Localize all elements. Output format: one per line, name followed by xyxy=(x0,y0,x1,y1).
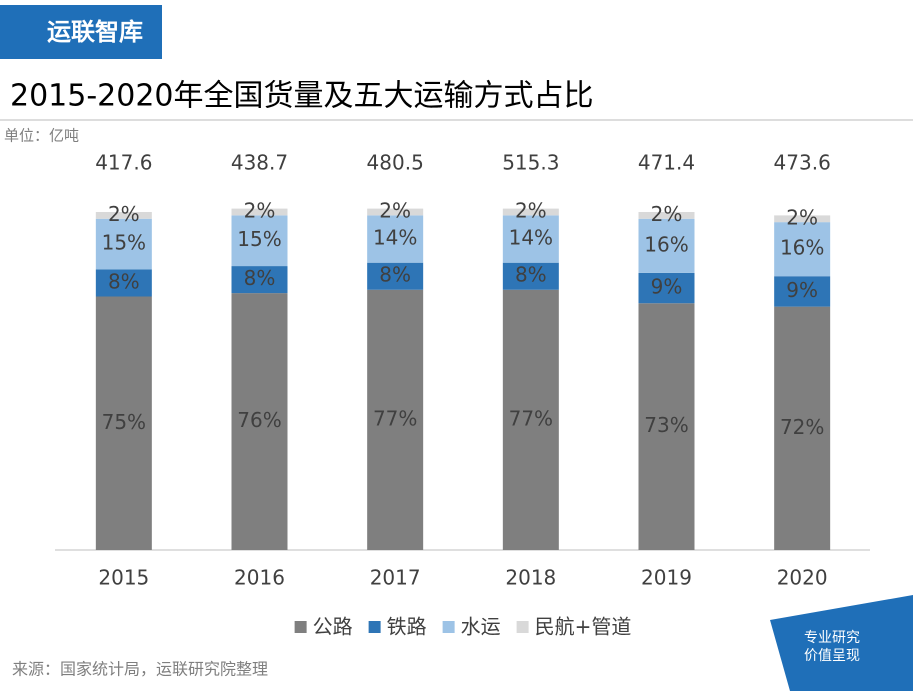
legend-label: 水运 xyxy=(461,615,501,639)
value-label: 8% xyxy=(379,263,411,287)
bar-segment xyxy=(774,222,831,277)
value-label: 77% xyxy=(373,406,417,430)
bar-segment xyxy=(638,212,695,219)
value-label: 15% xyxy=(237,227,281,251)
bar-segment xyxy=(231,215,288,267)
value-label: 2% xyxy=(515,199,547,223)
bar-segment xyxy=(502,215,559,263)
badge-text: 价值呈现 xyxy=(804,648,860,664)
x-tick-label: 2017 xyxy=(370,566,421,590)
value-label: 8% xyxy=(108,269,140,293)
value-label: 73% xyxy=(644,413,688,437)
bar-segment xyxy=(638,272,695,304)
logo-text: 运联智库 xyxy=(47,18,143,46)
bar-segment xyxy=(231,266,288,294)
total-label: 473.6 xyxy=(774,151,831,175)
bar-segment xyxy=(367,208,424,216)
source: 来源：国家统计局，运联研究院整理 xyxy=(12,660,268,679)
bar-segment xyxy=(367,262,424,290)
total-label: 417.6 xyxy=(95,151,152,175)
total-label: 480.5 xyxy=(367,151,424,175)
bar-segment xyxy=(638,303,695,550)
bar-segment xyxy=(95,218,152,270)
legend-label: 铁路 xyxy=(387,615,427,639)
bar-segment xyxy=(502,289,559,550)
bar-segment xyxy=(367,289,424,550)
value-label: 72% xyxy=(780,415,824,439)
value-label: 14% xyxy=(373,226,417,250)
x-tick-label: 2019 xyxy=(641,566,692,590)
bar-segment xyxy=(231,208,288,216)
value-label: 9% xyxy=(786,278,818,302)
total-label: 438.7 xyxy=(231,151,288,175)
x-tick-label: 2018 xyxy=(505,566,556,590)
value-label: 16% xyxy=(780,236,824,260)
x-tick-label: 2015 xyxy=(98,566,149,590)
badge xyxy=(770,595,913,691)
value-label: 2% xyxy=(651,202,683,226)
value-label: 77% xyxy=(509,406,553,430)
bar-segment xyxy=(95,269,152,297)
legend-swatch xyxy=(368,621,381,633)
legend-swatch xyxy=(294,621,307,633)
value-label: 14% xyxy=(509,226,553,250)
legend-label: 民航+管道 xyxy=(535,615,632,639)
bar-segment xyxy=(774,276,831,307)
bar-segment xyxy=(774,306,831,550)
value-label: 8% xyxy=(244,266,276,290)
bar-segment xyxy=(638,218,695,273)
value-label: 2% xyxy=(379,199,411,223)
logo-box xyxy=(0,5,162,59)
chart-title: 2015-2020年全国货量及五大运输方式占比 xyxy=(10,79,594,114)
bar-segment xyxy=(502,208,559,216)
x-tick-label: 2016 xyxy=(234,566,285,590)
value-label: 9% xyxy=(651,275,683,299)
bar-segment xyxy=(95,296,152,550)
bar-segment xyxy=(367,215,424,263)
unit-label: 单位：亿吨 xyxy=(4,127,79,145)
legend-label: 公路 xyxy=(313,615,353,639)
legend-swatch xyxy=(516,621,529,633)
badge-text: 专业研究 xyxy=(804,630,860,646)
value-label: 8% xyxy=(515,263,547,287)
value-label: 2% xyxy=(786,205,818,229)
value-label: 15% xyxy=(102,231,146,255)
total-label: 471.4 xyxy=(638,151,695,175)
value-label: 2% xyxy=(244,199,276,223)
bar-segment xyxy=(231,293,288,550)
value-label: 16% xyxy=(644,232,688,256)
legend-swatch xyxy=(442,621,455,633)
value-label: 76% xyxy=(237,408,281,432)
total-label: 515.3 xyxy=(502,151,559,175)
value-label: 2% xyxy=(108,202,140,226)
bar-segment xyxy=(502,262,559,290)
bar-segment xyxy=(95,212,152,219)
value-label: 75% xyxy=(102,410,146,434)
x-tick-label: 2020 xyxy=(777,566,828,590)
bar-segment xyxy=(774,215,831,223)
